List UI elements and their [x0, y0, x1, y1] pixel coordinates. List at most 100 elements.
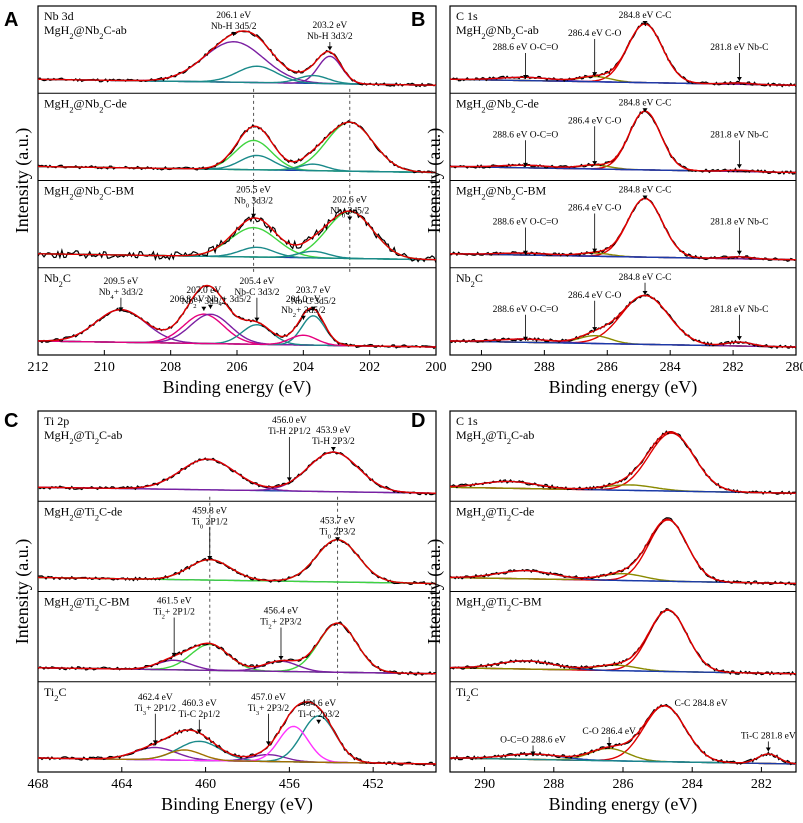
peak-label: 288.6 eV O-C=O: [493, 43, 559, 53]
envelope-fit: [38, 210, 436, 261]
envelope-fit: [38, 622, 436, 675]
component-peak: [38, 55, 437, 86]
x-tick-label: 464: [111, 777, 132, 792]
peak-arrowhead: [592, 161, 598, 166]
peak-label: 286.4 eV C-O: [568, 29, 622, 39]
envelope-fit: [450, 294, 796, 348]
x-tick-label: 290: [474, 777, 495, 792]
peak-label: Nb-C 3d3/2: [234, 288, 279, 298]
peak-label: 456.0 eV: [272, 416, 307, 426]
y-axis-label: Intensity (a.u.): [12, 128, 33, 233]
peak-arrowhead: [327, 46, 333, 51]
envelope-fit: [449, 197, 796, 261]
peak-arrowhead: [207, 556, 213, 561]
peak-label: Ti-C 2p3/2: [298, 710, 340, 720]
peak-label: 281.8 eV Nb-C: [710, 130, 768, 140]
panel-letter: B: [411, 9, 425, 31]
peak-label: Ti-H 2P3/2: [312, 437, 355, 447]
peak-arrowhead: [522, 250, 528, 255]
peak-arrowhead: [300, 315, 306, 320]
envelope-fit: [38, 284, 436, 348]
peak-arrowhead: [335, 537, 341, 542]
peak-arrowhead: [310, 306, 316, 311]
peak-label: Ti0 2P1/2: [192, 517, 228, 530]
peak-arrowhead: [316, 719, 322, 724]
peak-label: 281.8 eV Nb-C: [710, 43, 768, 53]
peak-label: 288.6 eV O-C=O: [493, 218, 559, 228]
peak-label: 454.6 eV: [301, 699, 336, 709]
x-axis-label: Binding energy (eV): [549, 377, 698, 398]
peak-label: 286.4 eV C-O: [568, 116, 622, 126]
peak-label: Nb-H 3d3/2: [307, 32, 353, 42]
subpanel-title: MgH2@Nb2C-de: [44, 96, 127, 114]
panel-letter: A: [4, 9, 18, 31]
peak-arrowhead: [592, 248, 598, 253]
subpanel-title: MgH2@Ti2C-BM: [456, 595, 542, 613]
peak-arrowhead: [152, 740, 158, 745]
peak-label: 459.8 eV: [192, 506, 227, 516]
envelope-fit: [37, 30, 436, 86]
subpanel-nb2c: Nb2C 288.6 eV O-C=O 286.4 eV C-O 284.8 eV C…: [449, 271, 797, 350]
peak-arrowhead: [736, 250, 742, 255]
component-peak: [38, 538, 436, 585]
subpanel-title: MgH2@Nb2C-ab: [44, 23, 127, 41]
subpanel-mgh2-ti2c-bm: MgH2@Ti2C-BM: [449, 595, 797, 677]
peak-label: 284.8 eV C-C: [619, 98, 672, 108]
subpanel-title: MgH2@Ti2C-de: [44, 504, 122, 522]
peak-label: 209.5 eV: [104, 277, 139, 287]
component-peak: [450, 432, 796, 494]
x-tick-label: 200: [426, 360, 447, 375]
x-axis-label: Binding energy (eV): [549, 794, 698, 815]
x-tick-label: 460: [195, 777, 216, 792]
x-tick-label: 286: [613, 777, 634, 792]
peak-label: 461.5 eV: [157, 597, 192, 607]
peak-arrowhead: [278, 655, 284, 660]
x-tick-label: 212: [28, 360, 49, 375]
peak-label: Ti-H 2P1/2: [268, 427, 311, 437]
peak-label: 286.4 eV C-O: [568, 291, 622, 301]
peak-label: 460.3 eV: [182, 699, 217, 709]
peak-arrowhead: [606, 742, 612, 747]
peak-arrowhead: [642, 195, 648, 200]
peak-label: Nb-C 3d5/2: [291, 297, 336, 307]
subpanel-title: MgH2@Nb2C-BM: [456, 184, 546, 202]
peak-arrowhead: [642, 108, 648, 113]
subpanel-title: MgH2@Ti2C-ab: [44, 428, 122, 446]
peak-label: 203.7 eV: [296, 286, 331, 296]
peak-label: 281.8 eV Nb-C: [710, 218, 768, 228]
subpanel-title: Ti2C: [44, 685, 66, 703]
peak-label: Nb2+ 3d5/2: [281, 306, 326, 319]
envelope-fit: [450, 518, 796, 585]
peak-arrowhead: [522, 336, 528, 341]
subpanel-title: MgH2@Ti2C-ab: [456, 428, 534, 446]
x-tick-label: 288: [543, 777, 564, 792]
panel-letter: D: [411, 410, 425, 432]
subpanel-title: Nb2C: [44, 271, 71, 289]
peak-arrowhead: [642, 21, 648, 25]
peak-label: Nb4+ 3d3/2: [99, 288, 144, 301]
x-tick-label: 202: [359, 360, 380, 375]
subpanel-ti2c: Ti2C O-C=O 288.6 eV C-O 286.4 eV C-C 284.8 …: [449, 685, 797, 766]
peak-arrowhead: [736, 336, 742, 341]
x-tick-label: 288: [534, 360, 555, 375]
subpanel-mgh2-nb2c-de: MgH2@Nb2C-de: [37, 96, 437, 174]
peak-label: C-C 284.8 eV: [675, 699, 728, 709]
peak-arrowhead: [265, 741, 271, 746]
peak-label: 453.7 eV: [320, 516, 355, 526]
subpanel-title: C 1s: [456, 414, 478, 428]
x-tick-label: 284: [682, 777, 703, 792]
raw-spectrum: [449, 517, 797, 586]
component-peak: [38, 643, 437, 675]
raw-spectrum: [449, 110, 797, 175]
peak-label: 462.4 eV: [138, 693, 173, 703]
peak-label: Nb0 3d3/2: [234, 197, 273, 210]
x-tick-label: 210: [94, 360, 115, 375]
